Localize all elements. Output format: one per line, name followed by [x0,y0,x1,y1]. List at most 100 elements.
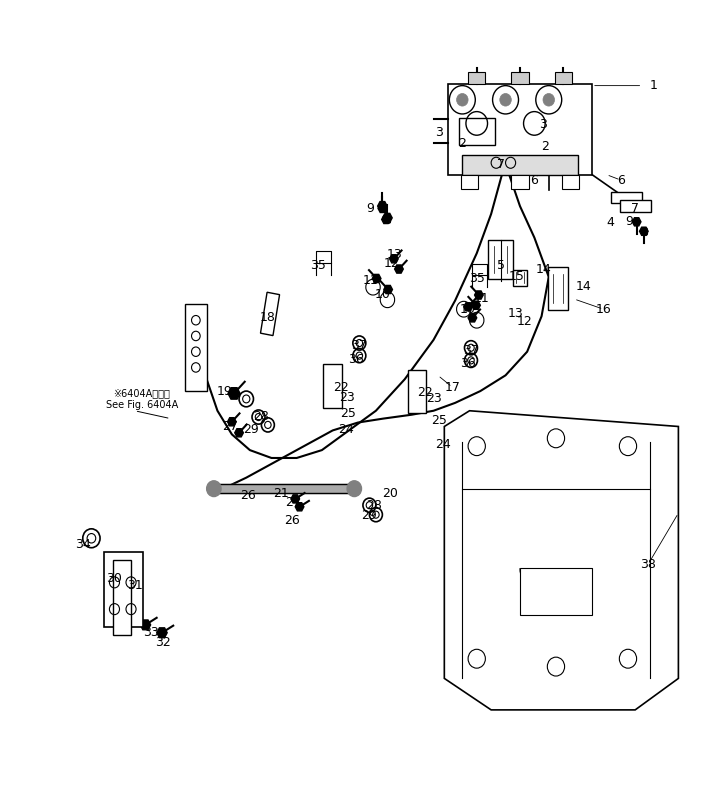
Text: 3: 3 [435,126,442,138]
Bar [458,118,495,145]
Text: 30: 30 [106,572,122,585]
Circle shape [207,481,221,497]
Text: 34: 34 [75,538,90,551]
Polygon shape [235,429,244,437]
Text: 27: 27 [222,420,238,433]
Polygon shape [471,301,480,310]
Text: 9: 9 [367,202,374,215]
Circle shape [500,93,511,106]
Text: 37: 37 [463,344,479,357]
Text: 22: 22 [333,381,348,393]
Bar [468,72,485,84]
Text: 10: 10 [460,303,476,316]
Text: 24: 24 [435,438,450,451]
Text: 27: 27 [285,495,301,509]
Polygon shape [633,218,641,226]
Text: 18: 18 [260,311,275,325]
Text: 12: 12 [384,257,400,270]
Text: 23: 23 [339,391,355,404]
Polygon shape [390,254,398,263]
Polygon shape [377,201,387,211]
Text: 8: 8 [383,214,391,227]
Text: 16: 16 [596,303,612,316]
Text: 7: 7 [631,202,639,215]
Bar [103,552,143,627]
Text: 28: 28 [254,410,270,423]
Text: 5: 5 [497,258,505,272]
Polygon shape [214,484,354,494]
Text: 2: 2 [458,137,466,149]
Text: 25: 25 [341,408,356,420]
Polygon shape [640,228,648,235]
Text: 29: 29 [361,509,377,522]
Circle shape [456,93,468,106]
Polygon shape [140,620,150,630]
Bar [548,267,568,310]
FancyBboxPatch shape [462,155,578,175]
Text: 8: 8 [641,226,649,239]
Text: 3: 3 [539,118,547,131]
Text: 25: 25 [432,414,448,427]
Text: 14: 14 [536,262,552,276]
Polygon shape [395,265,403,273]
Polygon shape [384,285,393,294]
Text: 26: 26 [240,489,255,502]
Text: 21: 21 [273,487,288,500]
Polygon shape [228,388,240,399]
Bar [113,560,131,635]
Polygon shape [295,502,304,511]
Polygon shape [382,216,390,224]
Text: 1: 1 [649,79,657,92]
Bar [562,175,579,189]
Text: 4: 4 [606,216,614,229]
Text: 12: 12 [516,314,532,328]
Text: 22: 22 [417,386,433,399]
Text: 28: 28 [366,499,382,513]
Bar [461,175,478,189]
Text: 23: 23 [427,393,442,405]
Text: 20: 20 [382,487,398,500]
Text: 2: 2 [542,140,549,152]
Polygon shape [260,292,280,336]
Polygon shape [445,411,678,710]
Polygon shape [372,274,381,283]
Text: 19: 19 [217,385,233,397]
Text: 36: 36 [461,357,476,370]
Text: 31: 31 [127,579,142,592]
Text: 29: 29 [244,423,259,436]
Text: 13: 13 [508,307,523,321]
Polygon shape [157,628,167,638]
Bar [520,568,592,615]
Polygon shape [620,201,651,212]
Text: 17: 17 [445,381,460,393]
Bar [511,175,529,189]
Bar [323,364,342,408]
Text: 35: 35 [310,258,326,272]
Text: 38: 38 [640,558,656,570]
Text: 14: 14 [576,280,591,293]
Polygon shape [378,205,387,213]
Polygon shape [463,303,472,311]
Text: 35: 35 [469,272,484,285]
Text: 15: 15 [508,269,524,283]
Bar [185,304,207,391]
Text: 11: 11 [473,292,489,305]
Text: 33: 33 [142,626,158,639]
Bar [488,240,513,280]
Text: 24: 24 [338,423,354,436]
Text: 7: 7 [497,158,505,171]
Polygon shape [291,495,299,503]
Text: 32: 32 [155,637,171,649]
Polygon shape [474,291,483,299]
Bar [513,270,527,285]
Text: 26: 26 [284,514,300,528]
Circle shape [543,93,555,106]
Text: 11: 11 [362,274,378,288]
Text: ※6404A図参照
See Fig. 6404A: ※6404A図参照 See Fig. 6404A [106,388,178,410]
FancyBboxPatch shape [448,84,592,175]
Polygon shape [611,192,642,203]
Polygon shape [228,418,236,426]
Text: 6: 6 [617,174,625,186]
Text: 9: 9 [625,216,633,228]
Text: 10: 10 [375,288,391,301]
